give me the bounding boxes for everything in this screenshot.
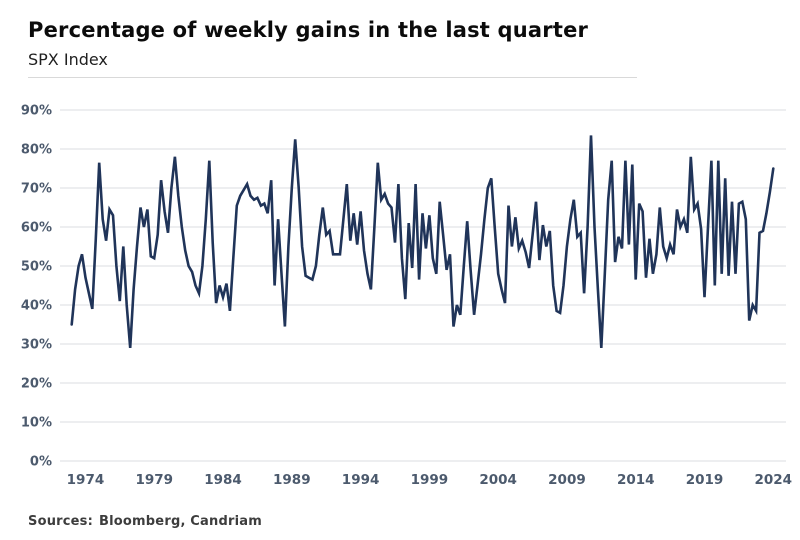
sources-value: Bloomberg, Candriam — [99, 514, 262, 529]
y-axis-tick-label: 10% — [21, 416, 52, 431]
spx-line-series — [70, 135, 775, 349]
y-axis-tick-label: 80% — [21, 143, 52, 158]
x-axis-tick-label: 1984 — [204, 472, 242, 488]
header-divider — [28, 77, 637, 78]
x-axis-tick-label: 1979 — [135, 472, 173, 488]
y-axis-tick-label: 90% — [21, 104, 52, 119]
y-axis-tick-label: 70% — [21, 182, 52, 197]
x-axis-tick-label: 2024 — [755, 472, 793, 488]
x-axis-tick-label: 1974 — [67, 472, 105, 488]
x-axis-tick-label: 2019 — [686, 472, 724, 488]
y-axis-tick-label: 30% — [21, 338, 52, 353]
y-axis-tick-label: 20% — [21, 377, 52, 392]
y-axis-tick-label: 40% — [21, 299, 52, 314]
sources-label: Sources: — [28, 514, 94, 529]
y-axis-tick-label: 50% — [21, 260, 52, 275]
y-axis-tick-label: 0% — [30, 455, 52, 470]
x-axis-tick-label: 2004 — [479, 472, 517, 488]
sources-note: Sources: Bloomberg, Candriam — [28, 514, 262, 529]
chart-subtitle: SPX Index — [28, 50, 108, 69]
page-title: Percentage of weekly gains in the last q… — [28, 18, 589, 42]
x-axis-tick-label: 2014 — [617, 472, 655, 488]
x-axis-tick-label: 1999 — [411, 472, 449, 488]
x-axis-tick-label: 1994 — [342, 472, 380, 488]
x-axis-tick-label: 2009 — [548, 472, 586, 488]
x-axis-tick-label: 1989 — [273, 472, 311, 488]
y-axis-tick-label: 60% — [21, 221, 52, 236]
